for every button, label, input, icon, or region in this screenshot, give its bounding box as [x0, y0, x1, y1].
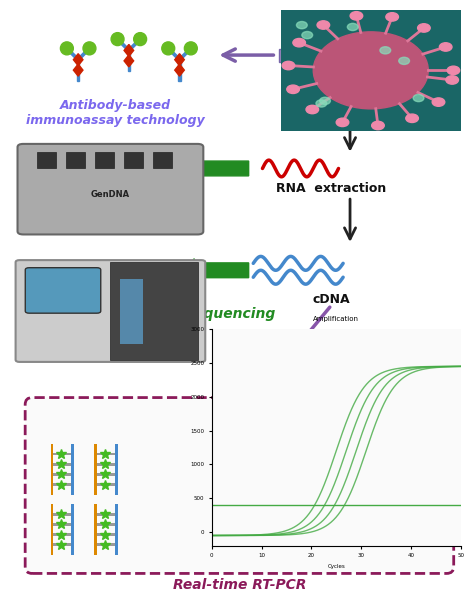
Text: SARS-CoV-2: SARS-CoV-2 [309, 118, 392, 131]
FancyArrow shape [128, 38, 141, 51]
Bar [53, 463, 71, 465]
FancyArrow shape [117, 38, 130, 51]
Polygon shape [124, 45, 134, 57]
Text: RNA  extraction: RNA extraction [276, 182, 387, 195]
Text: Whole-genome sequencing: Whole-genome sequencing [64, 307, 275, 321]
Bar [279, 49, 295, 62]
Bar [97, 483, 115, 486]
Bar [94, 504, 97, 555]
Bar [53, 533, 71, 536]
Bar [53, 473, 71, 476]
Bar [71, 504, 74, 555]
Bar [97, 523, 115, 526]
Bar [97, 453, 115, 456]
Polygon shape [124, 55, 134, 67]
Circle shape [162, 42, 175, 55]
Bar [97, 513, 115, 515]
FancyArrow shape [179, 48, 191, 60]
Bar [53, 453, 71, 456]
Polygon shape [73, 54, 83, 66]
Bar [51, 504, 53, 555]
Bar [115, 504, 118, 555]
FancyArrow shape [77, 48, 90, 60]
Circle shape [134, 32, 146, 46]
FancyArrow shape [66, 48, 79, 60]
FancyArrow shape [167, 48, 180, 60]
FancyBboxPatch shape [25, 398, 454, 573]
FancyArrow shape [128, 51, 130, 71]
Bar [94, 444, 97, 495]
Circle shape [83, 42, 96, 55]
Bar [97, 533, 115, 536]
FancyArrow shape [184, 157, 249, 180]
Bar [53, 544, 71, 546]
FancyArrow shape [178, 60, 181, 81]
Polygon shape [175, 64, 184, 76]
Bar [53, 523, 71, 526]
FancyArrow shape [77, 60, 79, 81]
Bar [71, 444, 74, 495]
Bar [97, 463, 115, 465]
Circle shape [184, 42, 197, 55]
Bar [53, 483, 71, 486]
Bar [97, 473, 115, 476]
Bar [51, 444, 53, 495]
Text: Real-time RT-PCR: Real-time RT-PCR [173, 578, 306, 592]
Polygon shape [175, 54, 184, 66]
Bar [53, 513, 71, 515]
Bar [97, 544, 115, 546]
Circle shape [111, 32, 124, 46]
FancyArrow shape [184, 259, 249, 282]
Bar [115, 444, 118, 495]
Circle shape [60, 42, 73, 55]
Text: cDNA: cDNA [313, 293, 350, 306]
Text: Antibody-based
immunoassay technology: Antibody-based immunoassay technology [26, 99, 204, 127]
Polygon shape [73, 64, 83, 76]
